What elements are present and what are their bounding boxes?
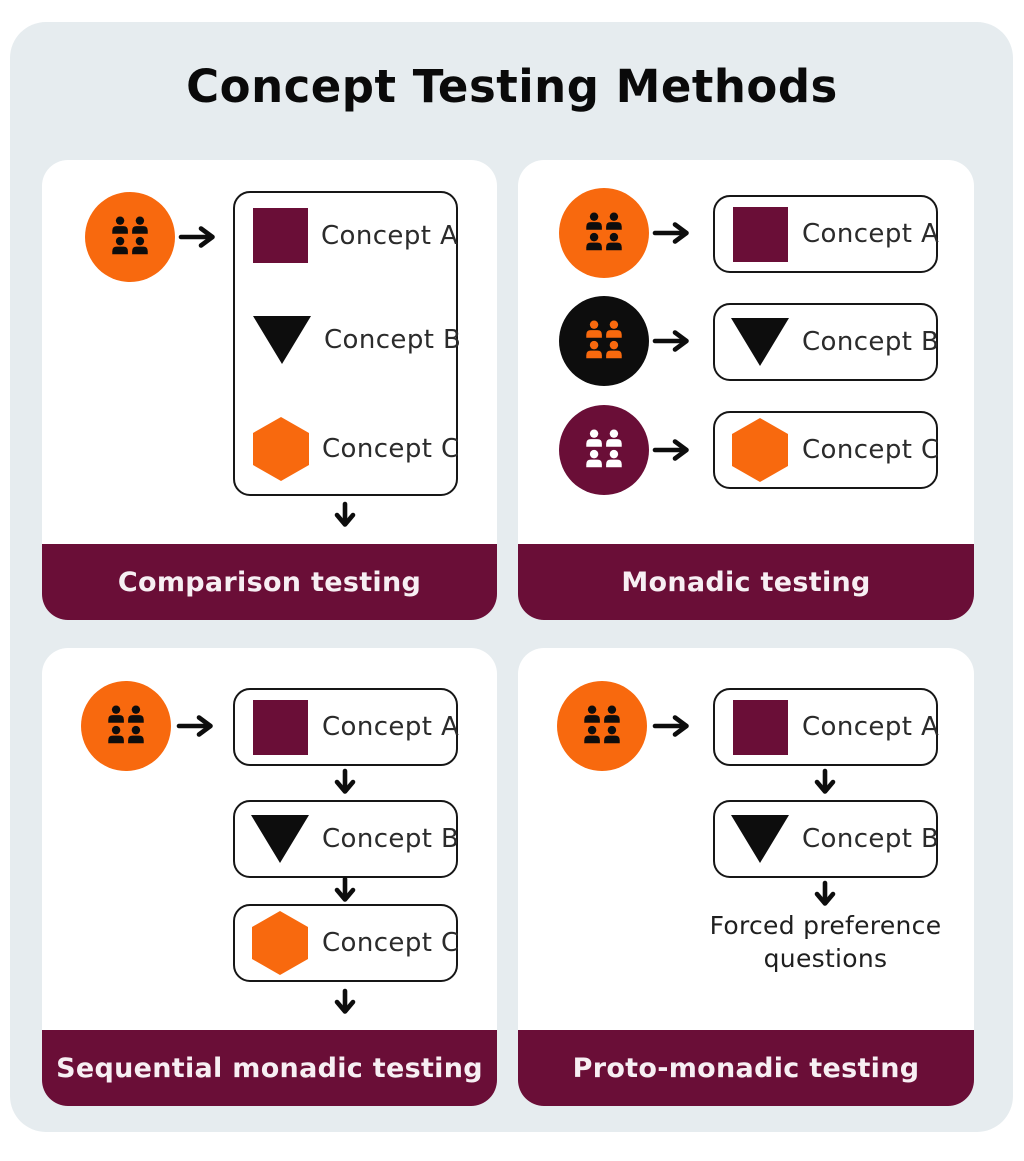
- card-monadic-testing: Concept A Concept B: [518, 160, 974, 620]
- concept-label: Concept A: [802, 219, 940, 249]
- forced-preference-note: Forced preference questions: [709, 911, 942, 973]
- concept-box: Concept A: [713, 195, 940, 273]
- people-icon: [572, 416, 636, 484]
- concept-label: Concept A: [322, 712, 460, 742]
- concept-box: Concept A: [713, 688, 940, 766]
- concept-label: Concept C: [322, 434, 460, 464]
- card-banner: Sequential monadic testing: [42, 1030, 497, 1106]
- concept-box: Concept B: [713, 800, 940, 878]
- hexagon-icon: [253, 417, 309, 481]
- concept-row: Concept A: [235, 208, 459, 263]
- audience-circle-orange: [559, 188, 649, 278]
- triangle-icon: [731, 815, 789, 863]
- concept-row: Concept B: [235, 316, 461, 364]
- concept-label: Concept A: [802, 712, 940, 742]
- concepts-box: Concept A Concept B Concept C: [233, 191, 461, 496]
- concept-label: Concept B: [324, 325, 462, 355]
- people-icon: [94, 692, 158, 760]
- arrow-down-icon: [333, 768, 357, 795]
- arrow-right-icon: [652, 437, 692, 463]
- concept-box: Concept B: [713, 303, 940, 381]
- arrow-down-icon: [333, 988, 357, 1015]
- concept-box: Concept A: [233, 688, 460, 766]
- concept-box: Concept B: [233, 800, 460, 878]
- people-icon: [572, 307, 636, 375]
- audience-circle-orange: [85, 192, 175, 282]
- audience-circle-black: [559, 296, 649, 386]
- triangle-icon: [251, 815, 309, 863]
- concept-label: Concept C: [802, 435, 940, 465]
- triangle-icon: [731, 318, 789, 366]
- audience-circle-orange: [557, 681, 647, 771]
- people-icon: [570, 692, 634, 760]
- audience-circle-maroon: [559, 405, 649, 495]
- concept-label: Concept B: [802, 824, 940, 854]
- arrow-down-icon: [333, 876, 357, 903]
- triangle-icon: [253, 316, 311, 364]
- concept-row: Concept C: [235, 417, 459, 481]
- arrow-right-icon: [176, 713, 216, 739]
- square-icon: [731, 699, 789, 755]
- hexagon-icon: [251, 911, 309, 975]
- concept-label: Concept B: [802, 327, 940, 357]
- card-sequential-monadic-testing: Concept A Concept B Concept C: [42, 648, 497, 1106]
- arrow-right-icon: [652, 328, 692, 354]
- concept-box: Concept C: [233, 904, 460, 982]
- audience-circle-orange: [81, 681, 171, 771]
- square-icon: [731, 206, 789, 262]
- people-icon: [98, 203, 162, 271]
- arrow-right-icon: [652, 220, 692, 246]
- arrow-down-icon: [333, 501, 357, 528]
- card-proto-monadic-testing: Concept A Concept B Forced preference qu…: [518, 648, 974, 1106]
- arrow-down-icon: [813, 880, 837, 907]
- concept-label: Concept C: [322, 928, 460, 958]
- card-comparison-testing: Concept A Concept B Concept C Comparison…: [42, 160, 497, 620]
- concept-box: Concept C: [713, 411, 940, 489]
- concept-label: Concept B: [322, 824, 460, 854]
- square-icon: [251, 699, 309, 755]
- people-icon: [572, 199, 636, 267]
- hexagon-icon: [731, 418, 789, 482]
- arrow-down-icon: [813, 768, 837, 795]
- card-banner: Proto-monadic testing: [518, 1030, 974, 1106]
- card-banner: Comparison testing: [42, 544, 497, 620]
- arrow-right-icon: [178, 224, 218, 250]
- page-title: Concept Testing Methods: [186, 60, 838, 113]
- square-icon: [253, 208, 308, 263]
- card-banner: Monadic testing: [518, 544, 974, 620]
- concept-label: Concept A: [321, 220, 459, 251]
- arrow-right-icon: [652, 713, 692, 739]
